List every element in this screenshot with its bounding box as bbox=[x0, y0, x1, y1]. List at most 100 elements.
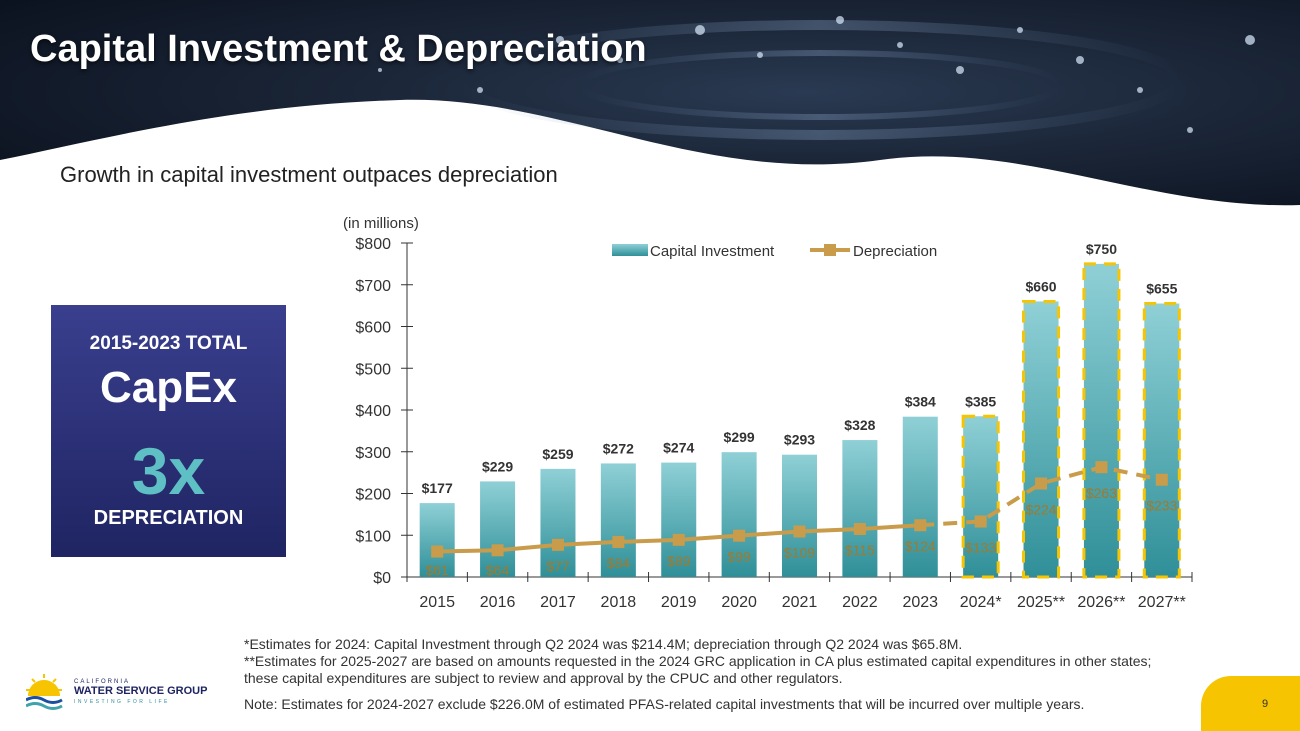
capital-investment-label: $177 bbox=[422, 480, 453, 496]
depreciation-label: $89 bbox=[667, 553, 691, 569]
depreciation-label: $77 bbox=[546, 558, 570, 574]
depreciation-label: $64 bbox=[486, 562, 510, 578]
capital-investment-label: $229 bbox=[482, 458, 513, 474]
depreciation-marker bbox=[551, 538, 564, 551]
capital-investment-bar bbox=[480, 481, 516, 577]
capital-investment-bar bbox=[781, 454, 818, 577]
capital-investment-bar bbox=[419, 503, 455, 577]
depreciation-line-estimate bbox=[920, 465, 1163, 528]
capex-callout-box: 2015-2023 TOTAL CapEx 3x DEPRECIATION bbox=[51, 305, 286, 557]
capital-investment-bar bbox=[961, 414, 1000, 579]
page-number: 9 bbox=[1262, 698, 1269, 710]
depreciation-marker bbox=[1095, 461, 1108, 474]
depreciation-label: $115 bbox=[845, 542, 875, 558]
x-tick-label: 2018 bbox=[601, 594, 637, 611]
page-title: Capital Investment & Depreciation bbox=[30, 28, 647, 70]
depreciation-marker bbox=[1035, 477, 1048, 490]
footnote-2024-estimate: *Estimates for 2024: Capital Investment … bbox=[244, 636, 963, 652]
depreciation-label: $124 bbox=[905, 538, 936, 554]
y-tick-label: $100 bbox=[355, 528, 391, 545]
capital-investment-bar bbox=[721, 452, 757, 577]
depreciation-label: $84 bbox=[607, 555, 631, 571]
depreciation-label: $133 bbox=[965, 539, 996, 555]
footnote-2025-2027-estimate: **Estimates for 2025-2027 are based on a… bbox=[244, 653, 1152, 686]
capital-investment-bar bbox=[842, 440, 878, 577]
capex-depreciation-chart: (in millions) $0 $100 $200 $300 $400 $500 $600… bbox=[343, 215, 1193, 611]
x-tick-label: 2026** bbox=[1077, 594, 1125, 611]
logo-top-text: CALIFORNIA bbox=[74, 679, 130, 685]
footnotes: *Estimates for 2024: Capital Investment … bbox=[244, 636, 1184, 713]
unit-label: (in millions) bbox=[343, 215, 419, 232]
callout-capex: CapEx bbox=[100, 363, 237, 412]
header-banner bbox=[0, 0, 1300, 206]
callout-depreciation: DEPRECIATION bbox=[93, 507, 244, 529]
logo-tagline: INVESTING FOR LIFE bbox=[74, 699, 170, 705]
capital-investment-label: $750 bbox=[1086, 241, 1117, 257]
y-tick-label: $300 bbox=[355, 445, 391, 462]
company-logo: CALIFORNIA WATER SERVICE GROUP INVESTING… bbox=[26, 674, 207, 710]
depreciation-label: $109 bbox=[784, 544, 815, 560]
depreciation-marker bbox=[431, 545, 444, 558]
capital-investment-label: $272 bbox=[603, 440, 634, 456]
y-tick-label: $800 bbox=[355, 236, 391, 253]
legend-swatch-capital-investment bbox=[612, 244, 648, 256]
x-tick-label: 2022 bbox=[842, 594, 878, 611]
capital-investment-bar bbox=[661, 462, 697, 577]
depreciation-label: $224 bbox=[1025, 501, 1056, 517]
x-tick-label: 2015 bbox=[419, 594, 455, 611]
capital-investment-label: $660 bbox=[1025, 278, 1056, 294]
capital-investment-label: $384 bbox=[905, 394, 936, 410]
depreciation-marker bbox=[612, 535, 625, 548]
x-tick-label: 2019 bbox=[661, 594, 697, 611]
y-tick-label: $500 bbox=[355, 361, 391, 378]
capital-investment-label: $328 bbox=[844, 417, 875, 433]
x-tick-label: 2017 bbox=[540, 594, 576, 611]
depreciation-label: $99 bbox=[727, 549, 751, 565]
sun-logo-icon bbox=[26, 674, 63, 710]
capital-investment-bar bbox=[540, 468, 576, 577]
legend-swatch-depreciation-marker bbox=[824, 244, 836, 256]
capital-investment-label: $274 bbox=[663, 440, 694, 456]
capital-investment-label: $259 bbox=[542, 446, 573, 462]
depreciation-marker bbox=[1155, 473, 1168, 486]
y-tick-label: $600 bbox=[355, 320, 391, 337]
capital-investment-bar bbox=[1022, 299, 1061, 579]
depreciation-label: $263 bbox=[1086, 485, 1117, 501]
capital-investment-label: $293 bbox=[784, 432, 815, 448]
depreciation-marker bbox=[491, 544, 504, 557]
capital-investment-label: $299 bbox=[724, 429, 755, 445]
capital-investment-label: $385 bbox=[965, 393, 996, 409]
depreciation-marker bbox=[672, 533, 685, 546]
x-tick-label: 2021 bbox=[782, 594, 818, 611]
page-subtitle: Growth in capital investment outpaces de… bbox=[60, 162, 558, 187]
chart-legend: Capital Investment Depreciation bbox=[612, 243, 937, 260]
depreciation-marker bbox=[793, 525, 806, 538]
depreciation-label: $61 bbox=[426, 562, 450, 578]
capital-investment-label: $655 bbox=[1146, 281, 1177, 297]
x-tick-label: 2027** bbox=[1138, 594, 1186, 611]
y-tick-label: $200 bbox=[355, 487, 391, 504]
callout-period: 2015-2023 TOTAL bbox=[89, 333, 248, 354]
y-tick-label: $400 bbox=[355, 403, 391, 420]
depreciation-marker bbox=[853, 522, 866, 535]
y-tick-label: $0 bbox=[373, 570, 391, 587]
legend-label-capital-investment: Capital Investment bbox=[650, 243, 775, 260]
capital-investment-bar bbox=[902, 416, 938, 577]
depreciation-label: $233 bbox=[1146, 498, 1177, 514]
x-tick-label: 2020 bbox=[721, 594, 757, 611]
x-tick-label: 2023 bbox=[902, 594, 938, 611]
legend-label-depreciation: Depreciation bbox=[853, 243, 937, 260]
x-tick-label: 2025** bbox=[1017, 594, 1065, 611]
depreciation-marker bbox=[974, 515, 987, 528]
depreciation-marker bbox=[733, 529, 746, 542]
capital-investment-bar bbox=[1082, 262, 1121, 579]
capital-investment-bar bbox=[1142, 302, 1181, 579]
x-tick-label: 2024* bbox=[960, 594, 1002, 611]
logo-main-text: WATER SERVICE GROUP bbox=[74, 685, 207, 697]
y-tick-label: $700 bbox=[355, 278, 391, 295]
capital-investment-bar bbox=[600, 463, 636, 577]
depreciation-marker bbox=[914, 519, 927, 532]
footnote-pfas-note: Note: Estimates for 2024-2027 exclude $2… bbox=[244, 696, 1085, 712]
x-tick-label: 2016 bbox=[480, 594, 516, 611]
callout-multiplier: 3x bbox=[131, 434, 206, 508]
